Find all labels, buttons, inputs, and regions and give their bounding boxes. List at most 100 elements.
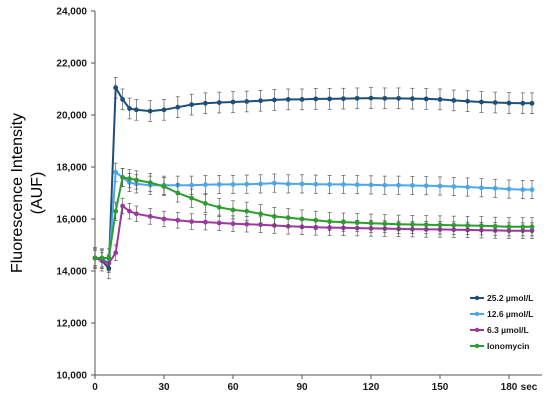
legend-item: Ionomycin — [470, 341, 530, 351]
legend-label: 6.3 µmol/L — [487, 325, 529, 335]
legend-item: 6.3 µmol/L — [470, 325, 529, 335]
data-point — [396, 221, 401, 227]
data-point — [299, 216, 305, 222]
data-point — [120, 175, 125, 180]
data-point — [216, 220, 222, 226]
data-point — [203, 182, 208, 188]
data-point — [258, 98, 263, 104]
data-point — [189, 102, 195, 107]
data-point — [216, 100, 222, 105]
data-point — [258, 222, 263, 228]
data-point — [313, 181, 319, 187]
y-tick-label: 16,000 — [56, 215, 87, 226]
data-point — [175, 190, 181, 196]
data-point — [175, 104, 181, 110]
legend-label: 12.6 µmol/L — [487, 309, 533, 319]
x-tick-label: 120 — [363, 382, 380, 393]
legend-label: Ionomycin — [487, 341, 530, 351]
data-point — [465, 223, 470, 228]
data-point — [216, 204, 222, 210]
y-tick-label: 14,000 — [56, 267, 87, 278]
data-point — [479, 223, 484, 229]
data-point — [299, 181, 305, 187]
data-point — [354, 182, 360, 188]
data-point — [451, 98, 457, 103]
data-point — [341, 219, 346, 225]
data-point — [451, 222, 457, 228]
data-point — [382, 95, 388, 101]
y-axis-label: Fluorescence Intensity (AUF) — [9, 113, 46, 273]
data-point — [127, 106, 132, 111]
data-point — [465, 184, 470, 190]
data-point — [299, 97, 305, 102]
data-point — [258, 211, 263, 217]
series-3 — [92, 168, 535, 268]
data-point — [127, 176, 132, 182]
data-point — [258, 181, 263, 187]
data-point — [272, 214, 277, 219]
data-point — [147, 108, 153, 114]
data-point — [161, 216, 167, 222]
y-tick-label: 24,000 — [56, 7, 87, 18]
data-point — [368, 220, 374, 226]
y-tick-label: 12,000 — [56, 319, 87, 330]
data-point — [313, 217, 319, 223]
data-point — [147, 214, 153, 219]
data-point — [396, 95, 401, 101]
legend: 25.2 µmol/L 12.6 µmol/L 6.3 µmol/L Ionomyci… — [470, 293, 533, 351]
data-point — [423, 183, 429, 189]
data-point — [99, 255, 105, 261]
legend-item: 12.6 µmol/L — [470, 309, 533, 319]
legend-swatch-marker — [474, 295, 480, 301]
data-point — [423, 222, 429, 228]
data-point — [506, 100, 512, 106]
data-point — [520, 100, 526, 106]
legend-swatch-marker — [474, 343, 480, 349]
data-point — [410, 183, 415, 188]
data-point — [120, 203, 125, 209]
data-point — [230, 221, 236, 227]
data-point — [437, 183, 443, 189]
data-point — [341, 182, 346, 187]
x-axis-unit: sec — [521, 382, 538, 393]
data-point — [437, 222, 443, 228]
data-point — [313, 96, 319, 102]
data-point — [341, 96, 346, 102]
data-point — [113, 208, 119, 214]
data-point — [327, 96, 332, 102]
y-tick-label: 20,000 — [56, 111, 87, 122]
data-point — [382, 182, 388, 188]
data-point — [272, 180, 277, 186]
legend-swatch-marker — [474, 311, 480, 317]
y-axis-label-line2: (AUF) — [29, 172, 46, 215]
data-point — [134, 177, 139, 183]
data-point — [134, 107, 139, 113]
x-tick-label: 90 — [296, 382, 308, 393]
data-point — [244, 221, 250, 227]
data-point — [520, 224, 526, 230]
data-point — [106, 255, 112, 261]
data-point — [327, 219, 332, 225]
data-point — [134, 211, 139, 217]
data-point — [285, 97, 291, 102]
data-point — [410, 96, 415, 102]
data-point — [529, 224, 535, 230]
data-point — [465, 98, 470, 104]
data-point — [147, 180, 153, 186]
data-point — [203, 219, 208, 225]
data-point — [529, 187, 535, 193]
data-point — [113, 169, 119, 175]
data-point — [327, 182, 332, 187]
data-point — [382, 221, 388, 227]
data-point — [492, 223, 498, 229]
x-tick-label: 0 — [92, 382, 98, 393]
data-point — [272, 97, 277, 103]
data-point — [492, 185, 498, 191]
y-tick-label: 22,000 — [56, 59, 87, 70]
x-tick-label: 180 — [501, 382, 518, 393]
data-point — [479, 185, 484, 191]
data-point — [189, 219, 195, 225]
x-tick-label: 150 — [432, 382, 449, 393]
x-tick-label: 60 — [227, 382, 239, 393]
